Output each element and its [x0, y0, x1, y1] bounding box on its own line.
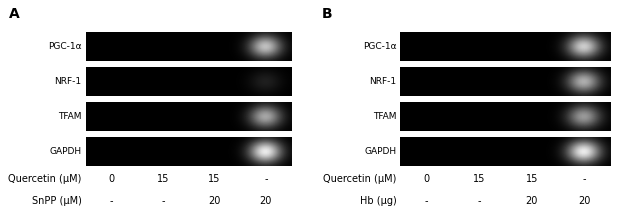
Text: 0: 0	[108, 174, 115, 184]
Text: SnPP (μM): SnPP (μM)	[32, 196, 82, 206]
Text: -: -	[264, 174, 268, 184]
Text: PGC-1α: PGC-1α	[48, 42, 82, 51]
Text: Hb (μg): Hb (μg)	[359, 196, 396, 206]
Text: Quercetin (μM): Quercetin (μM)	[323, 174, 396, 184]
Text: -: -	[478, 196, 481, 206]
Text: A: A	[9, 7, 19, 21]
Text: NRF-1: NRF-1	[369, 77, 396, 86]
Text: 15: 15	[156, 174, 169, 184]
Text: 20: 20	[526, 196, 538, 206]
Text: 15: 15	[208, 174, 220, 184]
Text: 20: 20	[260, 196, 272, 206]
Text: 15: 15	[526, 174, 538, 184]
Text: NRF-1: NRF-1	[54, 77, 82, 86]
Text: -: -	[583, 174, 586, 184]
Text: -: -	[110, 196, 113, 206]
Text: -: -	[161, 196, 165, 206]
Text: 20: 20	[578, 196, 590, 206]
Text: -: -	[425, 196, 428, 206]
Text: TFAM: TFAM	[58, 112, 82, 121]
Text: 20: 20	[208, 196, 220, 206]
Text: 15: 15	[473, 174, 485, 184]
Text: PGC-1α: PGC-1α	[362, 42, 396, 51]
Text: GAPDH: GAPDH	[364, 147, 396, 156]
Text: B: B	[322, 7, 332, 21]
Text: 0: 0	[424, 174, 429, 184]
Text: TFAM: TFAM	[373, 112, 396, 121]
Text: Quercetin (μM): Quercetin (μM)	[8, 174, 82, 184]
Text: GAPDH: GAPDH	[49, 147, 82, 156]
